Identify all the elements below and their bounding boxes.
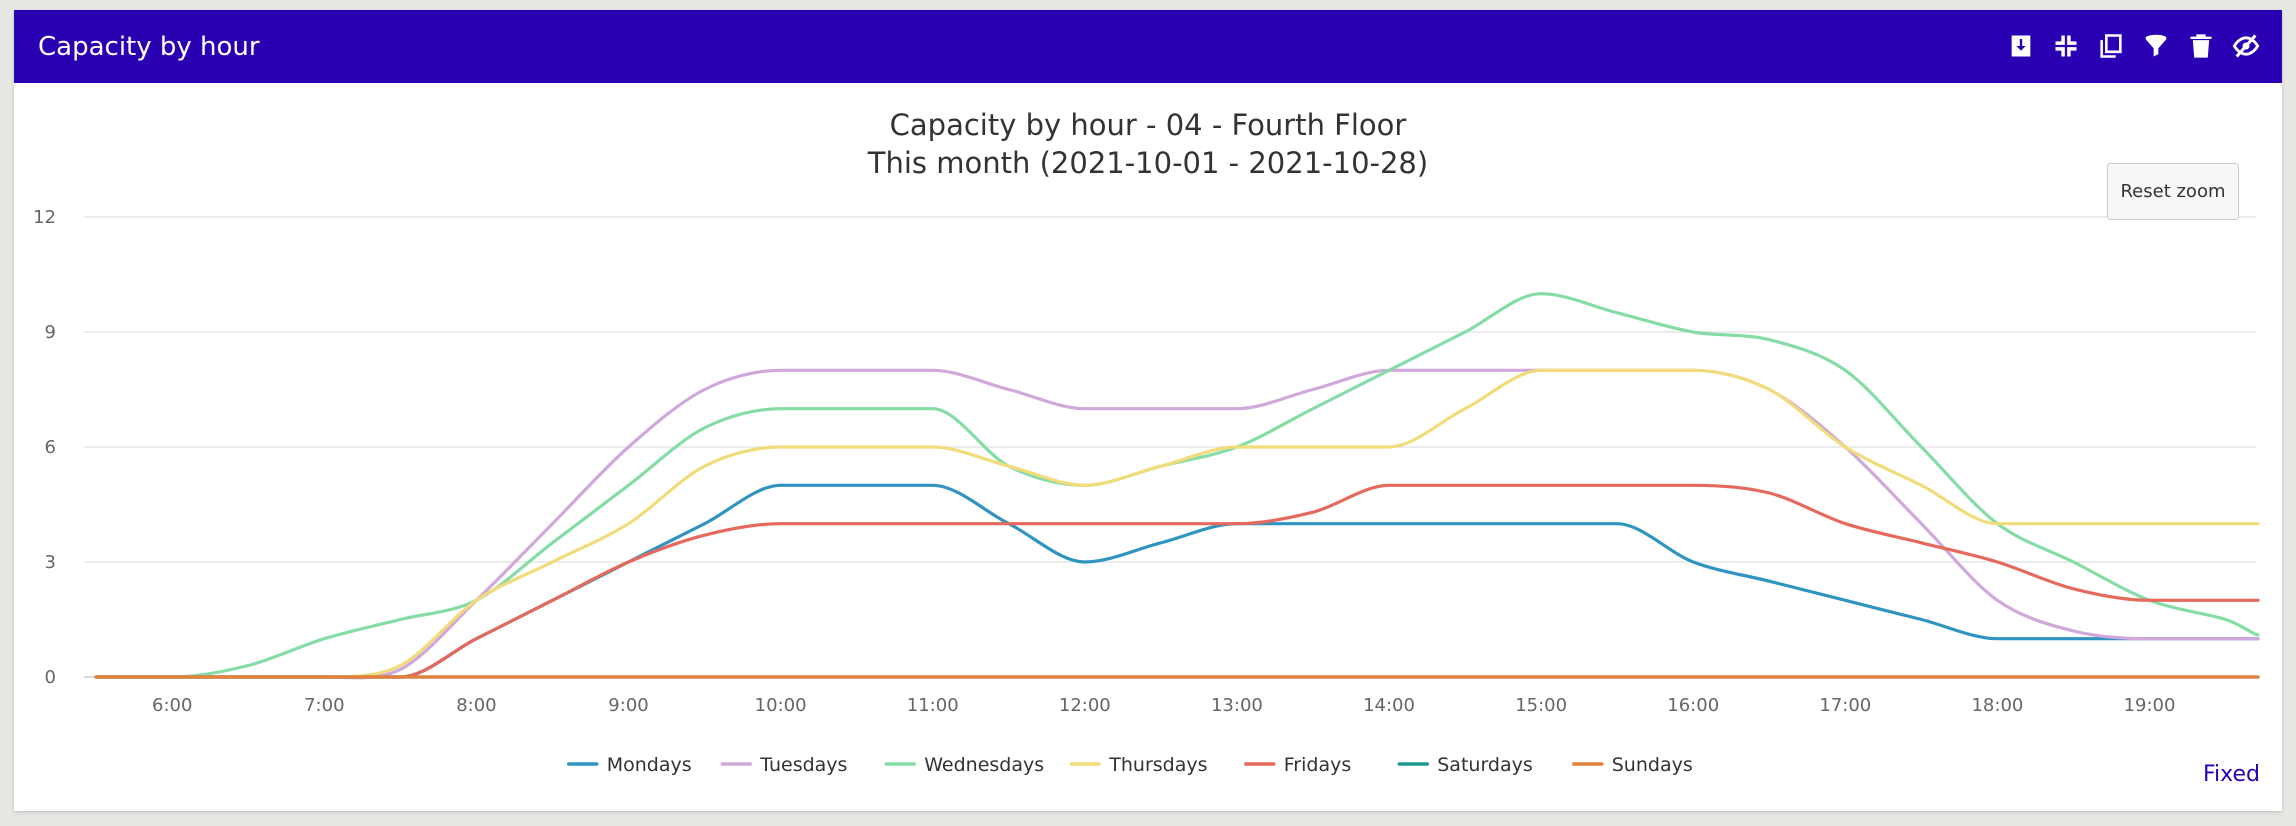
y-tick-label: 9 — [45, 322, 56, 343]
x-tick-label: 6:00 — [152, 695, 192, 716]
legend-label: Sundays — [1612, 754, 1693, 776]
series-line-thursdays — [94, 368, 2260, 679]
x-tick-label: 13:00 — [1211, 695, 1263, 716]
chart-card: Capacity by hour Cap — [14, 10, 2282, 811]
x-tick-label: 19:00 — [2124, 695, 2176, 716]
x-tick-label: 16:00 — [1667, 695, 1719, 716]
filter-icon[interactable] — [2140, 30, 2172, 62]
series-line-mondays — [94, 483, 2260, 679]
eye-slash-icon[interactable] — [2230, 30, 2262, 62]
reset-zoom-button[interactable]: Reset zoom — [2107, 163, 2239, 220]
legend-label: Thursdays — [1108, 754, 1207, 776]
legend-item[interactable]: Wednesdays — [884, 754, 1044, 776]
x-tick-label: 14:00 — [1363, 695, 1415, 716]
y-tick-label: 12 — [33, 207, 56, 228]
legend-item[interactable]: Mondays — [567, 754, 692, 776]
x-tick-label: 12:00 — [1059, 695, 1111, 716]
x-tick-label: 15:00 — [1515, 695, 1567, 716]
x-tick-label: 9:00 — [608, 695, 648, 716]
y-tick-label: 6 — [45, 437, 56, 458]
y-tick-label: 3 — [45, 552, 56, 573]
legend-item[interactable]: Tuesdays — [720, 754, 847, 776]
chart-subtitle: This month (2021-10-01 - 2021-10-28) — [867, 146, 1428, 180]
toolbar — [2005, 30, 2262, 62]
series-line-fridays — [94, 483, 2260, 679]
x-tick-label: 7:00 — [304, 695, 344, 716]
x-tick-label: 17:00 — [1819, 695, 1871, 716]
card-header: Capacity by hour — [14, 10, 2282, 83]
compress-icon[interactable] — [2050, 30, 2082, 62]
legend-item[interactable]: Thursdays — [1069, 754, 1208, 776]
x-tick-label: 11:00 — [907, 695, 959, 716]
legend-label: Saturdays — [1437, 754, 1533, 776]
fixed-link[interactable]: Fixed — [2202, 762, 2260, 787]
y-tick-label: 0 — [45, 667, 56, 688]
download-icon[interactable] — [2005, 30, 2037, 62]
legend-label: Wednesdays — [924, 754, 1044, 776]
series-line-wednesdays — [94, 292, 2260, 679]
legend-label: Fridays — [1284, 754, 1351, 776]
chart-title: Capacity by hour - 04 - Fourth Floor — [890, 108, 1407, 142]
x-tick-label: 18:00 — [1971, 695, 2023, 716]
line-chart: Capacity by hour - 04 - Fourth Floor This… — [33, 108, 2260, 776]
card-title: Capacity by hour — [38, 32, 260, 62]
legend-item[interactable]: Fridays — [1244, 754, 1351, 776]
copy-icon[interactable] — [2095, 30, 2127, 62]
legend-item[interactable]: Sundays — [1572, 754, 1693, 776]
legend-label: Mondays — [607, 754, 692, 776]
x-tick-label: 10:00 — [755, 695, 807, 716]
chart-area: Capacity by hour - 04 - Fourth Floor This… — [14, 83, 2282, 811]
trash-icon[interactable] — [2185, 30, 2217, 62]
legend-item[interactable]: Saturdays — [1397, 754, 1533, 776]
x-tick-label: 8:00 — [456, 695, 496, 716]
legend-label: Tuesdays — [759, 754, 847, 776]
